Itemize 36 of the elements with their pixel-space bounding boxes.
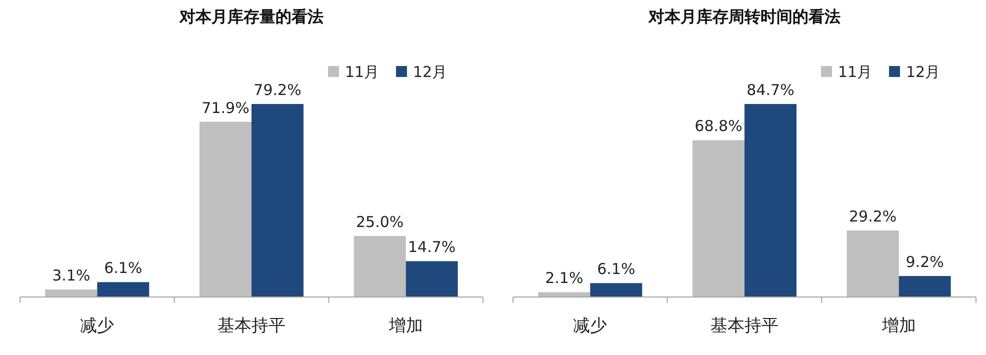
- bar: [200, 122, 252, 297]
- data-label: 3.1%: [52, 266, 90, 284]
- data-label: 2.1%: [545, 269, 584, 288]
- bar: [45, 289, 98, 297]
- x-tick-label: 增加: [880, 316, 916, 336]
- bar: [846, 230, 899, 297]
- bar: [692, 140, 744, 297]
- chart-title: 对本月库存量的看法: [178, 7, 324, 26]
- legend-label: 11月: [838, 63, 872, 81]
- data-label: 68.8%: [694, 117, 742, 136]
- bar: [97, 282, 150, 297]
- chart-title: 对本月库存周转时间的看法: [648, 7, 840, 26]
- data-label: 6.1%: [104, 259, 142, 278]
- x-tick-label: 增加: [388, 316, 423, 336]
- x-tick-label: 基本持平: [710, 316, 778, 336]
- legend-label: 12月: [906, 63, 940, 81]
- bar: [406, 261, 458, 297]
- x-tick-label: 基本持平: [218, 316, 286, 336]
- bar: [354, 236, 406, 297]
- data-label: 71.9%: [202, 98, 250, 117]
- bar: [538, 292, 590, 297]
- data-label: 14.7%: [408, 238, 456, 256]
- data-label: 6.1%: [597, 260, 636, 278]
- legend-label: 11月: [345, 63, 380, 81]
- data-label: 25.0%: [356, 213, 404, 232]
- bar: [898, 276, 951, 297]
- data-label: 9.2%: [906, 253, 944, 272]
- x-tick-label: 减少: [573, 316, 608, 336]
- bar: [744, 104, 796, 297]
- bar: [252, 104, 304, 297]
- x-tick-label: 减少: [80, 316, 114, 336]
- bar: [590, 283, 642, 297]
- legend-label: 12月: [413, 63, 448, 81]
- data-label: 29.2%: [849, 207, 897, 226]
- data-label: 84.7%: [746, 81, 794, 99]
- data-label: 79.2%: [254, 81, 302, 99]
